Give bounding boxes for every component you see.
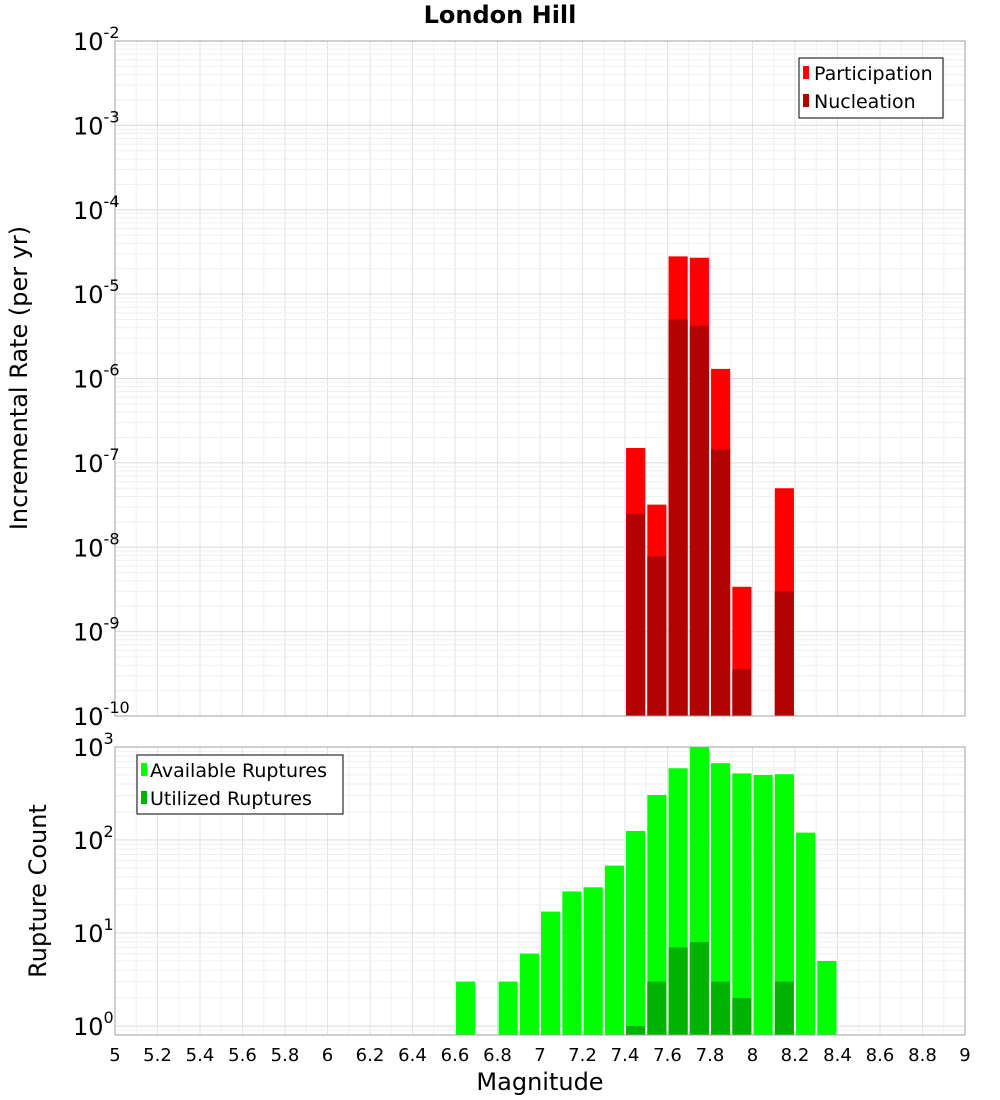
legend-swatch-utilized bbox=[141, 791, 147, 804]
top-y-tick-label: 10-8 bbox=[73, 529, 120, 562]
bottom-panel: 103 102 101 100 Rupture Count 5 5.2 5.4 5.6 5.8… bbox=[24, 729, 971, 1096]
x-tick-label: 5.2 bbox=[143, 1045, 172, 1066]
bottom-y-tick-label: 100 bbox=[73, 1008, 114, 1041]
legend-swatch-participation bbox=[803, 66, 809, 79]
x-tick-label: 9 bbox=[959, 1045, 970, 1066]
top-bar-nucleation bbox=[711, 449, 731, 716]
top-bar-nucleation bbox=[732, 669, 752, 716]
x-tick-label: 8.4 bbox=[823, 1045, 852, 1066]
bottom-y-tick-label: 101 bbox=[73, 915, 114, 948]
x-tick-label: 5.8 bbox=[271, 1045, 300, 1066]
chart-title: London Hill bbox=[424, 1, 577, 29]
top-y-tick-label: 10-6 bbox=[73, 361, 120, 394]
x-axis-label: Magnitude bbox=[476, 1068, 603, 1096]
top-grid bbox=[114, 40, 966, 717]
bottom-bar-utilized-ruptures bbox=[647, 981, 667, 1035]
bottom-bar-available-ruptures bbox=[796, 832, 816, 1035]
top-y-tick-label: 10-9 bbox=[73, 614, 120, 647]
bottom-bar-utilized-ruptures bbox=[774, 981, 794, 1035]
top-y-tick-label: 10-4 bbox=[73, 192, 120, 225]
bottom-y-axis-label: Rupture Count bbox=[24, 804, 52, 978]
x-tick-label: 6.6 bbox=[441, 1045, 470, 1066]
bottom-plot-border bbox=[114, 746, 966, 1036]
bottom-bar-utilized-ruptures bbox=[626, 1025, 646, 1035]
bottom-bar-utilized-ruptures bbox=[732, 997, 752, 1035]
bottom-bar-available-ruptures bbox=[456, 981, 476, 1035]
x-tick-label: 8.8 bbox=[908, 1045, 937, 1066]
bottom-legend: Available Ruptures Utilized Ruptures bbox=[136, 754, 344, 815]
bottom-bar-utilized-ruptures bbox=[711, 981, 731, 1035]
bottom-bar-available-ruptures bbox=[519, 953, 539, 1035]
bottom-bar-available-ruptures bbox=[711, 763, 731, 1035]
top-y-tick-label: 10-2 bbox=[73, 23, 120, 56]
legend-swatch-available bbox=[141, 763, 147, 776]
bottom-bar-available-ruptures bbox=[541, 911, 561, 1035]
x-tick-label: 6.8 bbox=[483, 1045, 512, 1066]
top-y-tick-label: 10-5 bbox=[73, 276, 120, 309]
x-tick-label: 7.6 bbox=[653, 1045, 682, 1066]
top-y-axis-label: Incremental Rate (per yr) bbox=[5, 226, 33, 530]
top-plot-border bbox=[114, 40, 966, 717]
bottom-bar-available-ruptures bbox=[817, 960, 837, 1035]
bottom-bar-available-ruptures bbox=[732, 773, 752, 1035]
top-y-tick-label: 10-10 bbox=[73, 698, 130, 731]
x-tick-label: 7.2 bbox=[568, 1045, 597, 1066]
legend-swatch-nucleation bbox=[803, 94, 809, 107]
x-tick-label: 5.4 bbox=[186, 1045, 215, 1066]
x-tick-label: 6.4 bbox=[398, 1045, 427, 1066]
x-tick-label: 5 bbox=[109, 1045, 120, 1066]
bottom-bar-available-ruptures bbox=[774, 774, 794, 1035]
legend-label-nucleation: Nucleation bbox=[814, 91, 916, 113]
x-tick-label: 8 bbox=[747, 1045, 758, 1066]
x-tick-label: 7.4 bbox=[611, 1045, 640, 1066]
bottom-bar-available-ruptures bbox=[604, 865, 624, 1035]
bottom-bar-utilized-ruptures bbox=[668, 947, 688, 1035]
bottom-y-tick-label: 103 bbox=[73, 729, 114, 762]
x-tick-label: 5.6 bbox=[228, 1045, 257, 1066]
bottom-bar-available-ruptures bbox=[562, 891, 582, 1035]
x-tick-label: 7 bbox=[534, 1045, 545, 1066]
bottom-bar-available-ruptures bbox=[647, 794, 667, 1035]
top-legend: Participation Nucleation bbox=[798, 57, 944, 119]
bottom-bar-available-ruptures bbox=[626, 830, 646, 1035]
top-legend-box bbox=[798, 57, 944, 119]
x-tick-label: 6 bbox=[322, 1045, 333, 1066]
bottom-bars bbox=[456, 747, 837, 1035]
legend-label-utilized: Utilized Ruptures bbox=[150, 788, 312, 810]
top-y-tick-label: 10-3 bbox=[73, 107, 120, 140]
top-bars bbox=[626, 256, 794, 716]
bottom-bar-available-ruptures bbox=[583, 887, 603, 1035]
x-ticks: 5 5.2 5.4 5.6 5.8 6 6.2 6.4 6.6 6.8 7 7.2 7.4 7.6 7.8 8… bbox=[109, 1045, 970, 1066]
x-tick-label: 6.2 bbox=[356, 1045, 385, 1066]
legend-label-available: Available Ruptures bbox=[150, 760, 327, 782]
top-bar-nucleation bbox=[774, 591, 794, 716]
top-bar-nucleation bbox=[626, 513, 646, 716]
top-y-ticks: 10-2 10-3 10-4 10-5 10-6 10-7 10-8 10-9 10-10 bbox=[73, 23, 130, 731]
bottom-legend-box bbox=[136, 754, 344, 815]
top-bar-nucleation bbox=[647, 556, 667, 716]
bottom-bar-available-ruptures bbox=[753, 774, 773, 1035]
bottom-bar-available-ruptures bbox=[498, 981, 518, 1035]
top-panel: 10-2 10-3 10-4 10-5 10-6 10-7 10-8 10-9 10-10 In… bbox=[5, 23, 966, 731]
bottom-y-tick-label: 102 bbox=[73, 822, 114, 855]
top-bar-nucleation bbox=[689, 325, 709, 716]
top-y-tick-label: 10-7 bbox=[73, 445, 120, 478]
x-tick-label: 7.8 bbox=[696, 1045, 725, 1066]
x-tick-label: 8.2 bbox=[781, 1045, 810, 1066]
x-tick-label: 8.6 bbox=[866, 1045, 895, 1066]
bottom-bar-utilized-ruptures bbox=[689, 942, 709, 1035]
legend-label-participation: Participation bbox=[814, 63, 933, 85]
bottom-y-ticks: 103 102 101 100 bbox=[73, 729, 114, 1041]
top-bar-nucleation bbox=[668, 319, 688, 716]
